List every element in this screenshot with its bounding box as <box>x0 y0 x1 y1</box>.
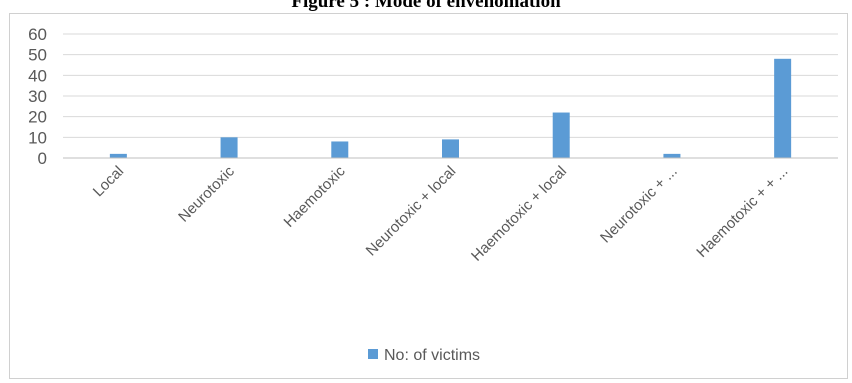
x-tick-label: Neurotoxic + local <box>363 163 460 260</box>
bar <box>663 153 681 158</box>
y-tick-label: 50 <box>28 46 47 65</box>
x-tick-label: Haemotoxic + + ... <box>693 163 791 261</box>
x-axis-labels: Local Neurotoxic Haemotoxic Neurotoxic + lo… <box>90 162 792 264</box>
legend-swatch <box>368 349 378 359</box>
x-tick-label: Haemotoxic + local <box>468 163 570 265</box>
y-tick-label: 40 <box>28 66 47 85</box>
y-tick-label: 0 <box>38 149 47 168</box>
bar <box>109 153 127 158</box>
x-tick-label: Neurotoxic + ... <box>597 163 681 247</box>
bar <box>442 139 459 158</box>
y-tick-label: 10 <box>28 128 47 147</box>
chart-frame <box>9 13 848 379</box>
bar <box>220 137 238 158</box>
figure-title: Figure 5 : Mode of envenomation <box>291 0 561 12</box>
bar <box>331 141 349 158</box>
x-tick-label: Haemotoxic <box>281 162 349 230</box>
y-tick-label: 20 <box>28 108 47 127</box>
bars <box>109 58 792 158</box>
legend-label: No: of victims <box>384 347 480 364</box>
y-tick-label: 30 <box>28 87 47 106</box>
y-tick-label: 60 <box>28 25 47 44</box>
legend: No: of victims <box>368 347 480 364</box>
gridlines <box>63 33 838 138</box>
x-tick-label: Neurotoxic <box>175 162 238 225</box>
bar <box>774 58 792 158</box>
bar <box>552 112 570 158</box>
x-tick-label: Local <box>90 163 127 200</box>
